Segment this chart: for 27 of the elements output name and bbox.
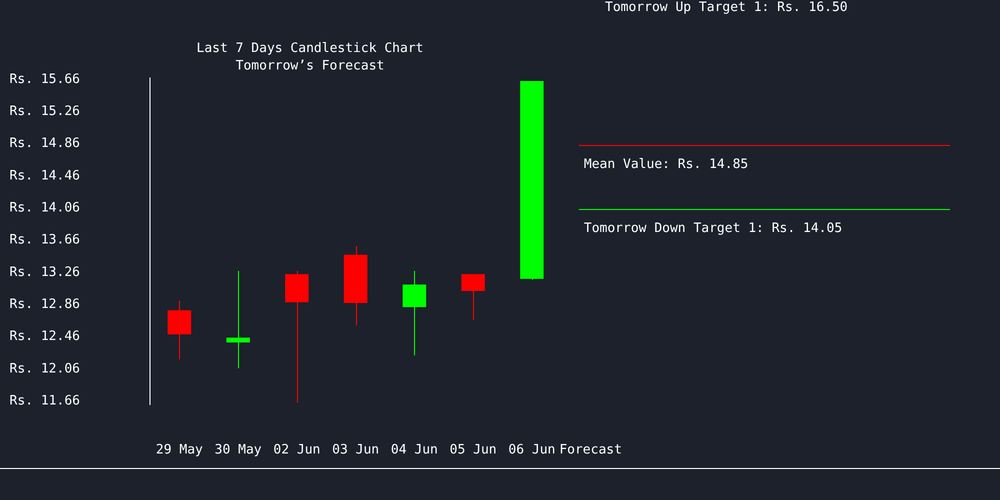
y-tick-label: Rs. 12.46 xyxy=(10,329,80,344)
y-tick-label: Rs. 11.66 xyxy=(10,394,80,409)
chart-subtitle: Tomorrow’s Forecast xyxy=(236,58,384,74)
x-tick-label: 06 Jun xyxy=(508,442,556,458)
y-tick-label: Rs. 15.66 xyxy=(10,72,80,87)
candlestick xyxy=(461,274,485,320)
x-tick-label: 03 Jun xyxy=(332,442,380,458)
x-tick-label: 05 Jun xyxy=(450,442,497,458)
ref-line-label: Tomorrow Down Target 1: Rs. 14.05 xyxy=(584,220,842,236)
x-tick-label: 29 May xyxy=(156,442,204,458)
x-tick-label: 30 May xyxy=(214,442,262,458)
x-tick-label: 02 Jun xyxy=(273,442,320,458)
y-tick-label: Rs. 14.06 xyxy=(10,200,80,216)
y-tick-label: Rs. 14.86 xyxy=(10,136,80,152)
y-tick-label: Rs. 15.26 xyxy=(10,104,80,119)
candlestick xyxy=(226,270,250,369)
y-tick-label: Rs. 13.26 xyxy=(10,264,80,280)
chart-title: Last 7 Days Candlestick Chart xyxy=(196,40,424,56)
y-tick-label: Rs. 12.86 xyxy=(10,297,80,312)
ref-line-label: Mean Value: Rs. 14.85 xyxy=(584,156,748,172)
y-tick-label: Rs. 13.66 xyxy=(10,232,80,248)
x-tick-label: Forecast xyxy=(559,442,622,458)
y-tick-label: Rs. 12.06 xyxy=(10,361,80,376)
x-tick-label: 04 Jun xyxy=(390,442,438,458)
candlestick xyxy=(402,270,426,356)
text: Tomorrow Up Target 1: Rs. 16.50 xyxy=(605,0,848,15)
y-tick-label: Rs. 14.46 xyxy=(10,168,80,184)
